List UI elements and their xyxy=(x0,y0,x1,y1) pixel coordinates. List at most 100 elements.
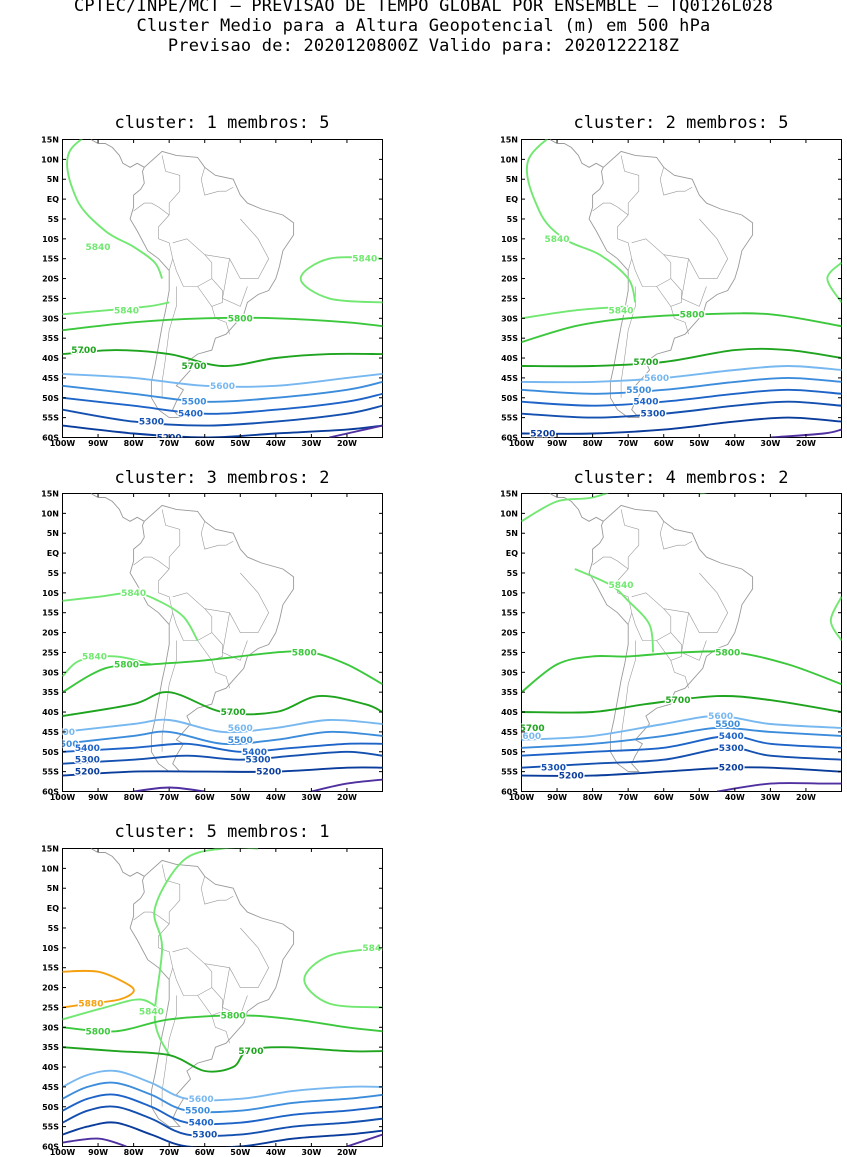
lon-tick-label: 100W xyxy=(50,793,76,802)
lon-tick-label: 100W xyxy=(509,439,535,448)
country-border xyxy=(592,556,629,570)
lat-tick-label: 25S xyxy=(501,648,518,657)
map-panel-cluster-1: 5840584058405800570057005600550054005300… xyxy=(41,136,383,448)
lat-tick-label: 45S xyxy=(42,1083,59,1092)
contour-line-5500 xyxy=(62,1081,383,1114)
contour-line-5600 xyxy=(521,715,842,741)
lat-tick-label: 45S xyxy=(42,374,59,383)
lon-tick-label: 100W xyxy=(50,439,76,448)
contour-line-5840 xyxy=(62,655,152,678)
lat-tick-label: 5N xyxy=(506,175,518,184)
contour-line-5500 xyxy=(62,380,383,403)
lon-tick-label: 40W xyxy=(266,439,286,448)
lon-tick-label: 70W xyxy=(159,793,179,802)
lat-tick-label: 30S xyxy=(501,668,518,677)
lat-tick-label: 15N xyxy=(41,845,59,854)
lat-tick-label: 60S xyxy=(501,788,518,797)
contour-line-5100 xyxy=(133,786,205,792)
lat-tick-label: 60S xyxy=(42,788,59,797)
contour-line-5700 xyxy=(521,347,842,368)
lon-tick-label: 60W xyxy=(195,793,215,802)
map-frame xyxy=(62,139,383,438)
contour-line-5840 xyxy=(521,493,610,523)
lat-tick-label: 30S xyxy=(42,668,59,677)
panel-title-cluster-2: cluster: 2 membros: 5 xyxy=(573,113,789,133)
contour-label-5800: 5800 xyxy=(114,660,139,670)
lat-tick-label: 35S xyxy=(42,334,59,343)
lat-tick-label: 5N xyxy=(47,529,59,538)
contour-label-5600: 5600 xyxy=(708,712,733,722)
lon-tick-label: 80W xyxy=(124,793,144,802)
lat-tick-label: 20S xyxy=(501,629,518,638)
lat-tick-label: 60S xyxy=(501,434,518,443)
contour-label-5700: 5700 xyxy=(221,708,246,718)
contour-line-5200 xyxy=(62,1121,383,1147)
country-border xyxy=(659,167,693,196)
contour-label-5700: 5700 xyxy=(520,724,545,734)
country-border xyxy=(620,640,636,752)
contour-line-5800 xyxy=(62,316,383,332)
contour-label-5300: 5300 xyxy=(192,1131,217,1141)
main-title-line3: Previsao de: 2020120800Z Valido para: 20… xyxy=(167,36,680,56)
contour-label-5500: 5500 xyxy=(185,1107,210,1117)
map-panel-cluster-4: 5840580057005700560056005500540053005300… xyxy=(500,490,842,802)
contour-label-5840: 5840 xyxy=(609,306,634,316)
contour-label-5200: 5200 xyxy=(75,768,100,778)
contour-label-5880: 5880 xyxy=(78,999,103,1009)
lat-tick-label: 40S xyxy=(42,1063,59,1072)
contour-label-5200: 5200 xyxy=(559,772,584,782)
lat-tick-label: 5S xyxy=(48,924,60,933)
country-border xyxy=(133,911,170,925)
lon-tick-label: 100W xyxy=(50,1148,76,1157)
lon-tick-label: 60W xyxy=(195,1148,215,1157)
lon-tick-label: 70W xyxy=(159,439,179,448)
contour-line-5700 xyxy=(521,695,842,714)
main-title-line1: CPTEC/INPE/MCT – PREVISAO DE TEMPO GLOBA… xyxy=(73,0,774,16)
country-border xyxy=(172,947,213,996)
lat-tick-label: 50S xyxy=(42,1103,59,1112)
contour-label-5840: 5840 xyxy=(86,243,111,253)
contour-label-5600: 5600 xyxy=(644,374,669,384)
contour-label-5400: 5400 xyxy=(178,410,203,420)
lat-tick-label: 30S xyxy=(42,314,59,323)
lon-tick-label: 30W xyxy=(301,1148,321,1157)
contour-label-5200: 5200 xyxy=(719,764,744,774)
contour-line-5400 xyxy=(62,392,383,415)
contour-label-5700: 5700 xyxy=(633,358,658,368)
contour-label-5500: 5500 xyxy=(54,740,79,750)
central-america-coastline xyxy=(90,848,145,877)
contour-label-5500: 5500 xyxy=(626,386,651,396)
lon-tick-label: 70W xyxy=(618,439,638,448)
lat-tick-label: 10S xyxy=(42,944,59,953)
contour-label-5840: 5840 xyxy=(545,235,570,245)
lon-tick-label: 90W xyxy=(88,439,108,448)
lat-tick-label: 5N xyxy=(47,175,59,184)
lat-tick-label: 10N xyxy=(41,864,59,873)
lat-tick-label: 5S xyxy=(507,215,519,224)
contour-label-5800: 5800 xyxy=(221,1011,246,1021)
lat-tick-label: 25S xyxy=(42,294,59,303)
country-border xyxy=(161,286,177,398)
lat-tick-label: 15S xyxy=(501,255,518,264)
lon-tick-label: 40W xyxy=(725,439,745,448)
contour-line-5840 xyxy=(153,848,259,1056)
contour-label-5700: 5700 xyxy=(71,346,96,356)
contour-line-5100 xyxy=(62,1137,127,1147)
contour-label-5200: 5200 xyxy=(256,768,281,778)
contour-line-5300 xyxy=(521,400,842,419)
contour-line-5500 xyxy=(521,376,842,395)
country-border xyxy=(620,155,640,215)
contour-line-5100 xyxy=(328,424,383,438)
lon-tick-label: 100W xyxy=(509,793,535,802)
contour-label-5700: 5700 xyxy=(238,1047,263,1057)
lat-tick-label: 35S xyxy=(42,1043,59,1052)
contour-label-5800: 5800 xyxy=(86,1027,111,1037)
contour-line-5840 xyxy=(521,305,629,320)
contour-line-5300 xyxy=(521,746,842,769)
contour-line-5840 xyxy=(66,139,163,279)
contour-line-5300 xyxy=(62,1105,383,1138)
lat-tick-label: 30S xyxy=(42,1023,59,1032)
lon-tick-label: 80W xyxy=(583,439,603,448)
contour-label-5840: 5840 xyxy=(352,255,377,265)
contour-label-5800: 5800 xyxy=(715,648,740,658)
